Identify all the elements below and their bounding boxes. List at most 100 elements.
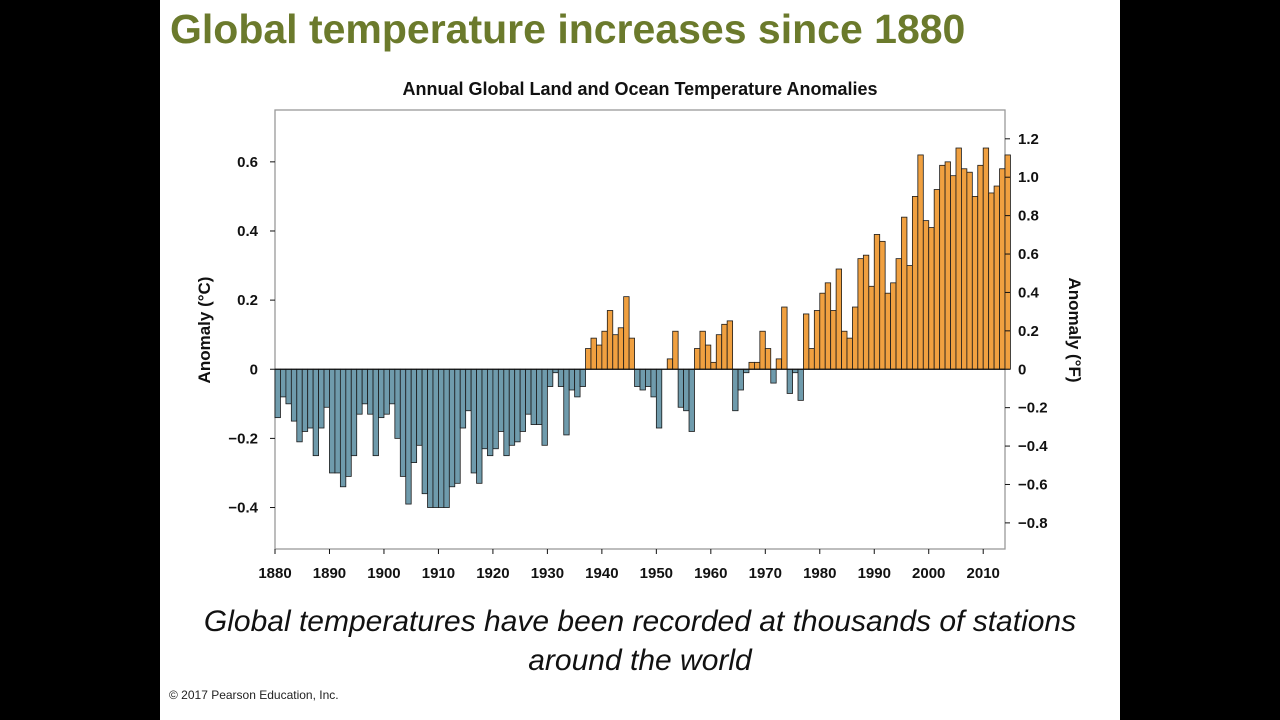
bar-1933 xyxy=(563,368,570,436)
bar-1918 xyxy=(481,368,488,450)
bar-1945 xyxy=(628,337,635,370)
x-tick-label-1890: 1890 xyxy=(313,565,346,582)
bar-1886 xyxy=(307,368,314,429)
bar-1921 xyxy=(497,368,505,432)
bar-1943 xyxy=(617,327,625,370)
bar-2000 xyxy=(928,227,935,370)
bar-1961 xyxy=(715,334,723,370)
bar-2004 xyxy=(950,175,957,370)
bar-1900 xyxy=(383,368,390,415)
bar-1926 xyxy=(525,368,532,415)
bar-1955 xyxy=(683,368,690,412)
copyright-notice: © 2017 Pearson Education, Inc. xyxy=(169,688,339,702)
bar-1977 xyxy=(803,313,810,370)
bar-1969 xyxy=(759,330,766,370)
bar-1937 xyxy=(585,348,592,370)
bar-1924 xyxy=(514,368,521,443)
bar-1950 xyxy=(655,368,663,429)
bar-1986 xyxy=(852,306,859,370)
y-right-tick-label-7: 0.6 xyxy=(1018,246,1039,263)
bar-1881 xyxy=(280,368,287,398)
bars-group xyxy=(274,147,1011,508)
bar-1896 xyxy=(361,368,369,405)
bar-1929 xyxy=(541,368,548,446)
bar-1946 xyxy=(634,368,641,387)
x-tick-label-1980: 1980 xyxy=(803,565,836,582)
bar-1990 xyxy=(873,234,881,370)
y-left-tick-label-5: 0.6 xyxy=(237,154,258,171)
y-right-tick-label-1: −0.6 xyxy=(1018,476,1048,493)
x-tick-label-1930: 1930 xyxy=(531,565,564,582)
bar-1979 xyxy=(813,310,821,370)
bar-1904 xyxy=(405,368,412,505)
bar-1940 xyxy=(601,330,608,370)
bar-1892 xyxy=(339,368,347,488)
bar-1897 xyxy=(367,368,374,415)
bar-1971 xyxy=(770,368,777,384)
bar-1934 xyxy=(568,368,576,391)
bar-1925 xyxy=(519,368,526,432)
bar-2008 xyxy=(971,196,979,370)
bar-2014 xyxy=(1004,154,1011,370)
bar-1974 xyxy=(786,368,793,394)
x-tick-label-1970: 1970 xyxy=(749,565,782,582)
y-right-tick-label-2: −0.4 xyxy=(1018,438,1048,455)
y-left-tick-label-2: 0 xyxy=(250,361,258,378)
x-tick-label-1900: 1900 xyxy=(367,565,400,582)
bar-1880 xyxy=(274,368,281,419)
bar-1887 xyxy=(312,368,319,457)
bar-1963 xyxy=(726,320,734,370)
bar-1913 xyxy=(454,368,461,484)
bar-1944 xyxy=(623,296,630,370)
bar-1980 xyxy=(819,292,826,370)
y-left-tick-label-3: 0.2 xyxy=(237,292,258,309)
bar-1889 xyxy=(323,368,330,408)
bar-1948 xyxy=(645,368,652,387)
bar-1947 xyxy=(639,368,646,391)
bar-1993 xyxy=(890,282,897,370)
bar-2010 xyxy=(982,147,990,370)
bar-1883 xyxy=(290,368,298,422)
slide-title: Global temperature increases since 1880 xyxy=(170,6,966,52)
bar-1930 xyxy=(546,368,554,387)
x-tick-label-1920: 1920 xyxy=(476,565,509,582)
y-axis-label-right: Anomaly (°F) xyxy=(1065,277,1084,382)
bar-1978 xyxy=(808,348,815,370)
y-right-tick-label-9: 1.0 xyxy=(1018,169,1039,186)
bar-1959 xyxy=(704,344,712,370)
bar-2002 xyxy=(939,164,946,370)
bar-2011 xyxy=(988,192,995,370)
bar-1914 xyxy=(459,368,467,429)
bar-2007 xyxy=(966,171,973,370)
bar-2003 xyxy=(944,161,951,370)
bar-1942 xyxy=(612,334,619,370)
bar-1960 xyxy=(710,361,717,370)
bar-1970 xyxy=(764,348,772,370)
bar-2001 xyxy=(933,189,941,370)
y-axis-label-left: Anomaly (°C) xyxy=(195,277,214,384)
bar-1954 xyxy=(677,368,684,408)
bar-1910 xyxy=(438,368,445,508)
bar-1967 xyxy=(748,361,755,370)
x-tick-label-1990: 1990 xyxy=(858,565,891,582)
bar-1991 xyxy=(879,240,886,370)
bar-1999 xyxy=(922,220,930,370)
caption-line-2: around the world xyxy=(528,644,752,677)
chart-title: Annual Global Land and Ocean Temperature… xyxy=(402,79,877,99)
bar-1890 xyxy=(329,368,336,474)
y-left-tick-label-4: 0.4 xyxy=(237,223,259,240)
bar-1998 xyxy=(917,154,924,370)
bar-1902 xyxy=(394,368,401,439)
bar-1956 xyxy=(688,368,695,432)
bar-1981 xyxy=(824,282,832,370)
x-tick-label-2010: 2010 xyxy=(967,565,1000,582)
bar-1882 xyxy=(285,368,292,405)
bar-1992 xyxy=(884,292,892,370)
x-tick-label-1880: 1880 xyxy=(258,565,291,582)
bar-1972 xyxy=(775,358,783,370)
y-right-tick-label-6: 0.4 xyxy=(1018,284,1040,301)
bar-1903 xyxy=(399,368,407,477)
y-right-tick-label-0: −0.8 xyxy=(1018,515,1048,532)
bar-1915 xyxy=(465,368,472,412)
bar-1888 xyxy=(318,368,325,429)
